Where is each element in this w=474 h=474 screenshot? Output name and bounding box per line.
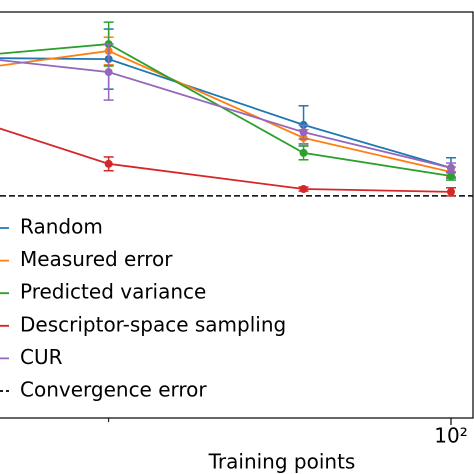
series-line: [0, 43, 452, 177]
data-point: [299, 148, 308, 157]
legend-label: Descriptor-space sampling: [20, 312, 286, 336]
x-axis-label: Training points: [208, 450, 356, 474]
legend-label: CUR: [20, 345, 63, 369]
plot-area: [0, 21, 473, 197]
legend-label: Measured error: [20, 247, 173, 271]
series-line: [0, 50, 452, 173]
legend-label: Random: [20, 215, 103, 239]
axes-frame: [0, 11, 474, 419]
data-point: [446, 163, 455, 172]
series-line: [0, 59, 452, 169]
data-point: [299, 185, 308, 194]
data-point: [104, 68, 113, 77]
series-line: [0, 57, 452, 169]
data-point: [104, 159, 113, 168]
data-point: [446, 187, 455, 196]
legend: Random Measured error Predicted variance De…: [0, 215, 286, 402]
series-line: [0, 127, 452, 193]
data-point: [299, 128, 308, 137]
legend-label: Convergence error: [20, 378, 207, 402]
data-point: [446, 172, 455, 181]
legend-label: Predicted variance: [20, 280, 206, 304]
x-tick-label: 10²: [434, 424, 467, 448]
